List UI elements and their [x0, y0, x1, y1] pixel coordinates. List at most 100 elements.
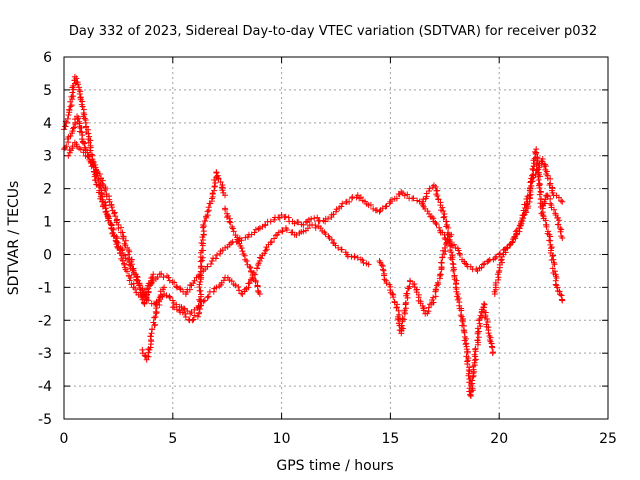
data-point-marker [126, 277, 133, 284]
data-point-marker [217, 250, 224, 257]
data-point-marker [176, 285, 183, 292]
data-point-marker [547, 180, 554, 187]
y-tick-label: -5 [38, 412, 52, 428]
data-point-marker [476, 317, 483, 324]
data-point-marker [550, 206, 557, 213]
data-point-marker [121, 261, 128, 268]
data-point-marker [456, 250, 463, 257]
data-point-marker [477, 323, 484, 330]
data-point-marker [457, 312, 464, 319]
data-point-marker [542, 196, 549, 203]
data-point-marker [464, 348, 471, 355]
data-point-marker [459, 318, 466, 325]
data-point-marker [532, 150, 539, 157]
data-point-marker [220, 277, 227, 284]
data-point-marker [209, 190, 216, 197]
data-point-marker [242, 234, 249, 241]
data-point-marker [400, 316, 407, 323]
data-point-marker [472, 345, 479, 352]
data-point-marker [493, 253, 500, 260]
data-point-marker [325, 215, 332, 222]
data-point-marker [485, 258, 492, 265]
data-point-marker [382, 203, 389, 210]
data-point-marker [113, 239, 120, 246]
data-point-marker [66, 106, 73, 113]
data-points [61, 73, 566, 399]
data-point-marker [441, 251, 448, 258]
data-point-marker [222, 244, 229, 251]
data-point-marker [450, 267, 457, 274]
data-point-marker [546, 237, 553, 244]
y-tick-label: 1 [43, 215, 52, 231]
data-point-marker [149, 326, 156, 333]
data-point-marker [555, 221, 562, 228]
data-point-marker [198, 257, 205, 264]
data-point-marker [525, 203, 532, 210]
axis-ticks [63, 56, 609, 420]
data-point-marker [509, 238, 516, 245]
data-point-marker [497, 257, 504, 264]
data-point-marker [87, 147, 94, 154]
data-point-marker [389, 290, 396, 297]
data-point-marker [354, 254, 361, 261]
data-point-marker [68, 102, 75, 109]
data-point-marker [205, 204, 212, 211]
data-point-marker [469, 377, 476, 384]
data-point-marker [489, 344, 496, 351]
data-point-marker [262, 247, 269, 254]
data-point-marker [430, 294, 437, 301]
data-point-marker [282, 213, 289, 220]
y-tick-label: -4 [38, 379, 52, 395]
x-tick-label: 10 [273, 431, 291, 447]
data-point-marker [394, 315, 401, 322]
data-point-marker [441, 244, 448, 251]
data-point-marker [149, 278, 156, 285]
data-point-marker [466, 368, 473, 375]
data-point-marker [196, 281, 203, 288]
data-point-marker [558, 197, 565, 204]
data-point-marker [208, 258, 215, 265]
data-point-marker [547, 200, 554, 207]
data-point-marker [426, 210, 433, 217]
y-tick-label: 0 [43, 247, 52, 263]
data-point-marker [76, 86, 83, 93]
data-point-marker [351, 254, 358, 261]
data-point-marker [437, 271, 444, 278]
data-point-marker [448, 242, 455, 249]
data-point-marker [395, 307, 402, 314]
data-point-marker [218, 184, 225, 191]
data-point-marker [535, 176, 542, 183]
data-point-marker [108, 225, 115, 232]
data-point-marker [132, 285, 139, 292]
data-point-marker [238, 290, 245, 297]
data-point-marker [283, 226, 290, 233]
data-point-marker [424, 208, 431, 215]
data-point-marker [275, 229, 282, 236]
data-point-marker [549, 253, 556, 260]
data-point-marker [191, 277, 198, 284]
data-point-marker [559, 235, 566, 241]
data-point-marker [212, 255, 219, 262]
data-point-marker [387, 287, 394, 294]
data-point-marker [383, 203, 390, 210]
data-point-marker [71, 73, 78, 80]
data-point-marker [440, 214, 447, 221]
data-point-marker [333, 206, 340, 213]
data-point-marker [367, 201, 374, 208]
data-point-marker [119, 229, 126, 236]
data-point-marker [465, 372, 472, 379]
data-point-marker [556, 288, 563, 295]
data-point-marker [471, 351, 478, 358]
data-point-marker [459, 317, 466, 324]
y-tick-label: 6 [43, 50, 52, 66]
data-point-marker [536, 191, 543, 198]
data-point-marker [204, 208, 211, 215]
data-point-marker [149, 273, 156, 280]
data-point-marker [239, 248, 246, 255]
data-point-marker [360, 259, 367, 266]
data-point-marker [425, 304, 432, 311]
data-point-marker [121, 252, 128, 259]
data-point-marker [426, 185, 433, 192]
plot-frame [63, 56, 609, 420]
data-point-marker [539, 211, 546, 218]
